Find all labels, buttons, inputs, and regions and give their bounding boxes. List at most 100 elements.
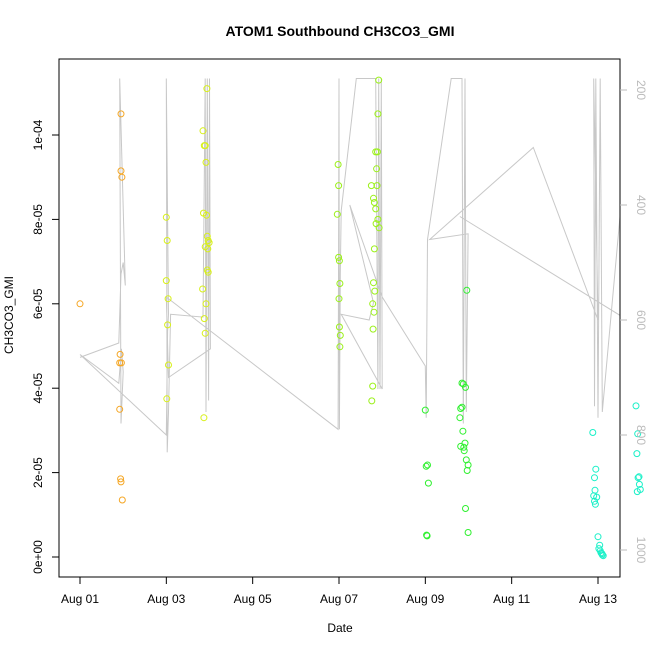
data-point	[634, 474, 642, 482]
data-point	[335, 323, 343, 331]
data-point	[368, 397, 376, 405]
data-point	[374, 110, 382, 118]
data-point	[589, 429, 597, 436]
data-point	[456, 414, 464, 422]
data-point	[632, 402, 640, 410]
data-point	[164, 321, 172, 329]
data-point	[633, 450, 641, 458]
data-point	[118, 173, 126, 181]
y-tick-label: 1e-04	[31, 119, 45, 150]
data-point	[464, 529, 472, 536]
data-point	[116, 350, 124, 358]
data-point	[199, 127, 207, 135]
pressure-line-layer	[79, 78, 620, 453]
data-point	[76, 300, 84, 308]
data-point	[336, 331, 344, 339]
data-point	[635, 473, 643, 481]
data-point	[459, 427, 467, 435]
data-point	[335, 295, 343, 303]
data-point	[421, 406, 429, 414]
data-point	[205, 239, 213, 247]
data-point	[200, 315, 208, 323]
data-point	[593, 493, 601, 501]
data-point	[204, 245, 212, 253]
data-point	[370, 279, 377, 287]
data-point	[462, 383, 469, 391]
data-points-layer	[76, 76, 644, 560]
data-point	[162, 277, 170, 285]
data-point	[201, 329, 209, 337]
data-point	[422, 462, 430, 470]
y-axis: 0e+00 2e-05 4e-05 6e-05 8e-05 1e-04	[31, 119, 59, 574]
x-axis: Aug 01 Aug 03 Aug 05 Aug 07 Aug 09 Aug 11 Aug …	[61, 577, 617, 606]
data-point	[117, 359, 125, 367]
data-point	[335, 182, 343, 190]
x-tick-label: Aug 09	[406, 592, 444, 606]
data-point	[423, 532, 431, 540]
y-tick-label: 6e-05	[31, 288, 45, 319]
data-point	[370, 199, 378, 206]
data-point	[372, 220, 380, 228]
data-point	[333, 210, 341, 218]
data-point	[592, 465, 600, 473]
secondary-y-tick-label: 600	[634, 310, 648, 330]
data-point	[116, 405, 124, 413]
data-point	[203, 85, 211, 93]
x-tick-label: Aug 07	[320, 592, 358, 606]
data-point	[163, 237, 171, 244]
data-point	[203, 232, 211, 240]
data-point	[165, 361, 172, 369]
data-point	[370, 308, 378, 316]
data-point	[370, 194, 377, 202]
data-point	[202, 300, 210, 308]
data-point	[591, 474, 598, 482]
x-axis-label: Date	[327, 621, 353, 635]
data-point	[594, 533, 602, 541]
data-point	[599, 552, 607, 560]
data-point	[460, 447, 468, 455]
x-tick-label: Aug 13	[579, 592, 617, 606]
data-point	[336, 343, 344, 351]
chart-title: ATOM1 Southbound CH3CO3_GMI	[226, 23, 455, 39]
secondary-y-tick-label: 800	[634, 425, 648, 445]
data-point	[163, 395, 171, 403]
x-tick-label: Aug 11	[493, 592, 530, 606]
data-point	[463, 467, 471, 474]
data-point	[369, 325, 377, 333]
data-point	[202, 158, 210, 166]
data-point	[201, 142, 209, 150]
data-point	[634, 430, 642, 438]
data-point	[117, 110, 125, 118]
data-point	[335, 257, 343, 265]
data-point	[636, 486, 644, 493]
data-point	[458, 379, 466, 387]
data-point	[334, 161, 342, 168]
data-point	[336, 280, 344, 287]
data-point	[200, 414, 208, 422]
data-point	[591, 500, 599, 508]
data-point	[457, 442, 465, 450]
data-point	[424, 479, 432, 487]
x-tick-label: Aug 01	[61, 592, 99, 606]
data-point	[204, 268, 212, 276]
data-point	[462, 505, 469, 512]
data-point	[117, 475, 125, 483]
data-point	[460, 443, 468, 451]
data-point	[117, 167, 125, 175]
data-point	[591, 497, 598, 505]
x-tick-label: Aug 05	[234, 592, 272, 606]
y-tick-label: 0e+00	[31, 540, 45, 574]
data-point	[335, 253, 343, 261]
data-point	[457, 405, 465, 412]
y-tick-label: 2e-05	[31, 457, 45, 488]
data-point	[371, 287, 379, 295]
data-point	[424, 461, 431, 469]
secondary-y-tick-label: 1000	[634, 537, 648, 564]
x-tick-label: Aug 03	[147, 592, 185, 606]
data-point	[369, 300, 377, 308]
data-point	[370, 245, 378, 253]
secondary-y-tick-label: 400	[634, 195, 648, 215]
data-point	[118, 496, 126, 504]
data-point	[635, 480, 643, 488]
